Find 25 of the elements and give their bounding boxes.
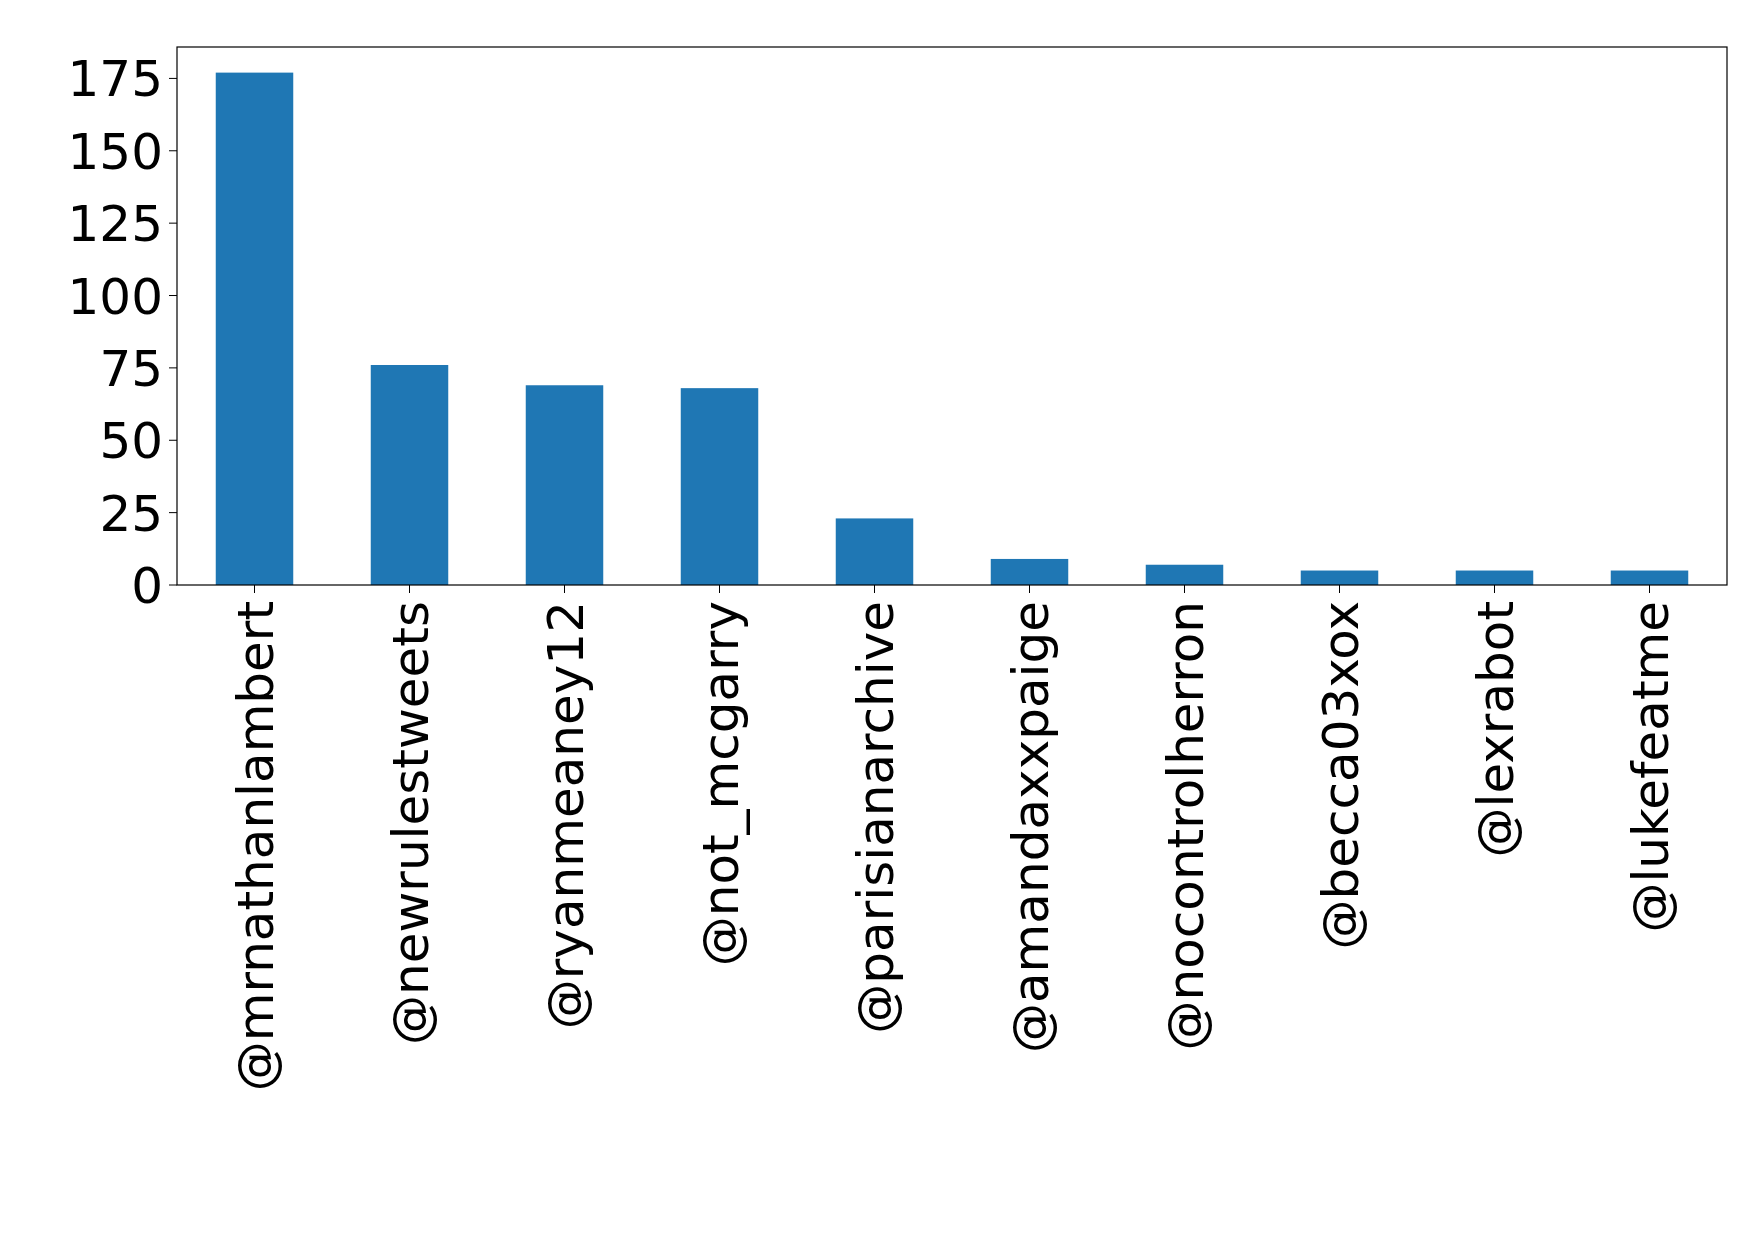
- bar: [1145, 564, 1224, 585]
- bar: [835, 518, 914, 585]
- x-tick-label: @becca03xox: [1311, 601, 1370, 950]
- bar: [990, 558, 1069, 585]
- x-tick-label: @parisianarchive: [846, 601, 905, 1034]
- bar: [215, 72, 294, 585]
- y-tick-label: 0: [131, 557, 163, 615]
- x-tick-label: @mrnathanlambert: [226, 601, 285, 1092]
- x-tick-label: @amandaxxpaige: [1001, 601, 1060, 1054]
- y-tick-label: 25: [99, 484, 163, 543]
- x-tick-label: @newrulestweets: [381, 601, 440, 1045]
- bar: [525, 385, 604, 585]
- y-tick-label: 150: [67, 122, 163, 181]
- x-tick-label: @ryanmeaney12: [536, 601, 595, 1030]
- bar: [370, 365, 449, 585]
- x-tick-label: @not_mcgarry: [691, 601, 750, 967]
- x-tick-label: @lukefeatme: [1621, 601, 1680, 933]
- y-tick-label: 175: [67, 50, 163, 109]
- x-tick-label: @lexrabot: [1466, 601, 1525, 858]
- bar: [680, 388, 759, 585]
- x-tick-label: @nocontrolherron: [1156, 601, 1215, 1051]
- y-tick-label: 100: [67, 267, 163, 326]
- y-tick-label: 50: [99, 412, 163, 471]
- y-tick-label: 75: [99, 339, 163, 398]
- y-tick-label: 125: [67, 195, 163, 254]
